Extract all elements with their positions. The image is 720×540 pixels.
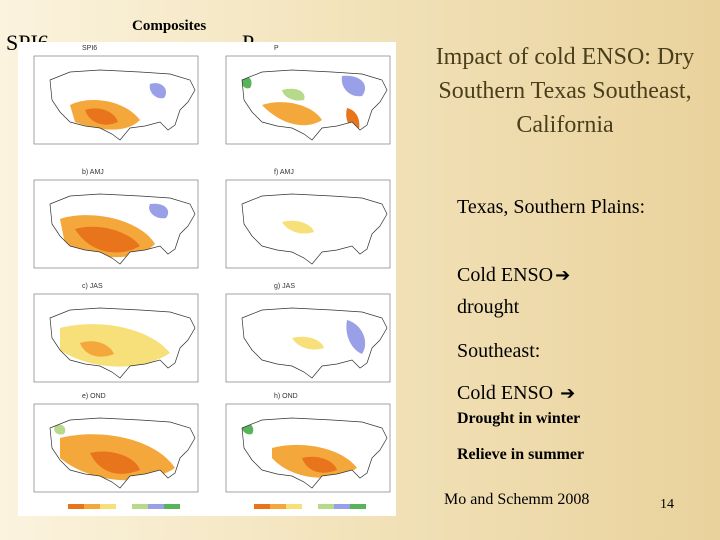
map-panel-spi6-jas: c) JAS [22, 283, 202, 388]
colorbar-right [254, 504, 366, 509]
map-panel-spi6-jfm: SPI6 [22, 45, 202, 150]
panel-label: h) OND [274, 393, 298, 400]
anomaly-region [149, 203, 169, 219]
us-outline [49, 69, 196, 141]
map-frame [225, 55, 391, 145]
map-panel-p-jfm: P [214, 45, 394, 150]
anomaly-region [80, 341, 114, 357]
anomaly-region [85, 108, 118, 125]
panel-label: b) AMJ [82, 169, 104, 176]
us-outline [241, 417, 388, 489]
anomaly-region [282, 88, 305, 101]
panel-label: g) JAS [274, 283, 296, 290]
anomaly-region [341, 75, 366, 97]
panel-label: P [274, 45, 279, 52]
us-outline [241, 69, 388, 141]
us-map-map-panel-p-ond [225, 403, 391, 493]
anomaly-region [90, 451, 140, 474]
anomaly-region [302, 456, 337, 473]
anomaly-region [54, 424, 66, 435]
anomaly-region [346, 320, 366, 354]
anomaly-region [282, 220, 314, 234]
map-frame [33, 55, 199, 145]
texas-heading: Texas, Southern Plains: [457, 196, 646, 218]
map-panel-p-amj: f) AMJ [214, 169, 394, 274]
map-panel-p-ond: h) OND [214, 393, 394, 498]
anomaly-region [262, 102, 322, 126]
right-arrow-icon: ➔ [555, 265, 571, 286]
us-outline [49, 193, 196, 265]
us-outline [241, 193, 388, 265]
page-number: 14 [660, 497, 674, 512]
slide-title: Impact of cold ENSO: Dry Southern Texas … [435, 44, 695, 138]
southeast-summer: Relieve in summer [457, 446, 585, 463]
us-map-map-panel-spi6-jfm [33, 55, 199, 145]
anomaly-region [242, 77, 252, 89]
panel-label: f) AMJ [274, 169, 294, 176]
composite-maps-figure: SPI6 b) AMJ c) JAS e) OND P f) AMJ g) JA… [18, 42, 396, 516]
us-map-map-panel-p-amj [225, 179, 391, 269]
colorbar-left [68, 504, 180, 509]
southeast-heading: Southeast: [457, 340, 541, 362]
us-map-map-panel-spi6-jas [33, 293, 199, 383]
anomaly-region [75, 226, 140, 253]
citation: Mo and Schemm 2008 [444, 491, 590, 508]
southeast-cold-enso: Cold ENSO ➔ [457, 380, 575, 407]
texas-cold-enso: Cold ENSO ➔ [457, 262, 570, 289]
map-panel-spi6-amj: b) AMJ [22, 169, 202, 274]
map-panel-spi6-ond: e) OND [22, 393, 202, 498]
us-map-map-panel-spi6-ond [33, 403, 199, 493]
panel-label: e) OND [82, 393, 106, 400]
composites-label: Composites [132, 18, 207, 34]
us-outline [241, 307, 388, 379]
map-panel-p-jas: g) JAS [214, 283, 394, 388]
us-outline [49, 417, 196, 489]
map-frame [225, 179, 391, 269]
anomaly-region [149, 83, 167, 99]
texas-drought: drought [457, 296, 520, 318]
anomaly-region [292, 336, 324, 350]
us-map-map-panel-p-jfm [225, 55, 391, 145]
us-map-map-panel-spi6-amj [33, 179, 199, 269]
texas-cold-enso-text: Cold ENSO [457, 264, 554, 286]
right-arrow-icon: ➔ [560, 383, 576, 404]
southeast-winter: Drought in winter [457, 410, 581, 427]
us-map-map-panel-p-jas [225, 293, 391, 383]
us-outline [49, 307, 196, 379]
anomaly-region [60, 324, 170, 367]
southeast-cold-enso-text: Cold ENSO [457, 382, 554, 404]
panel-label: c) JAS [82, 283, 103, 290]
panel-label: SPI6 [82, 45, 98, 52]
